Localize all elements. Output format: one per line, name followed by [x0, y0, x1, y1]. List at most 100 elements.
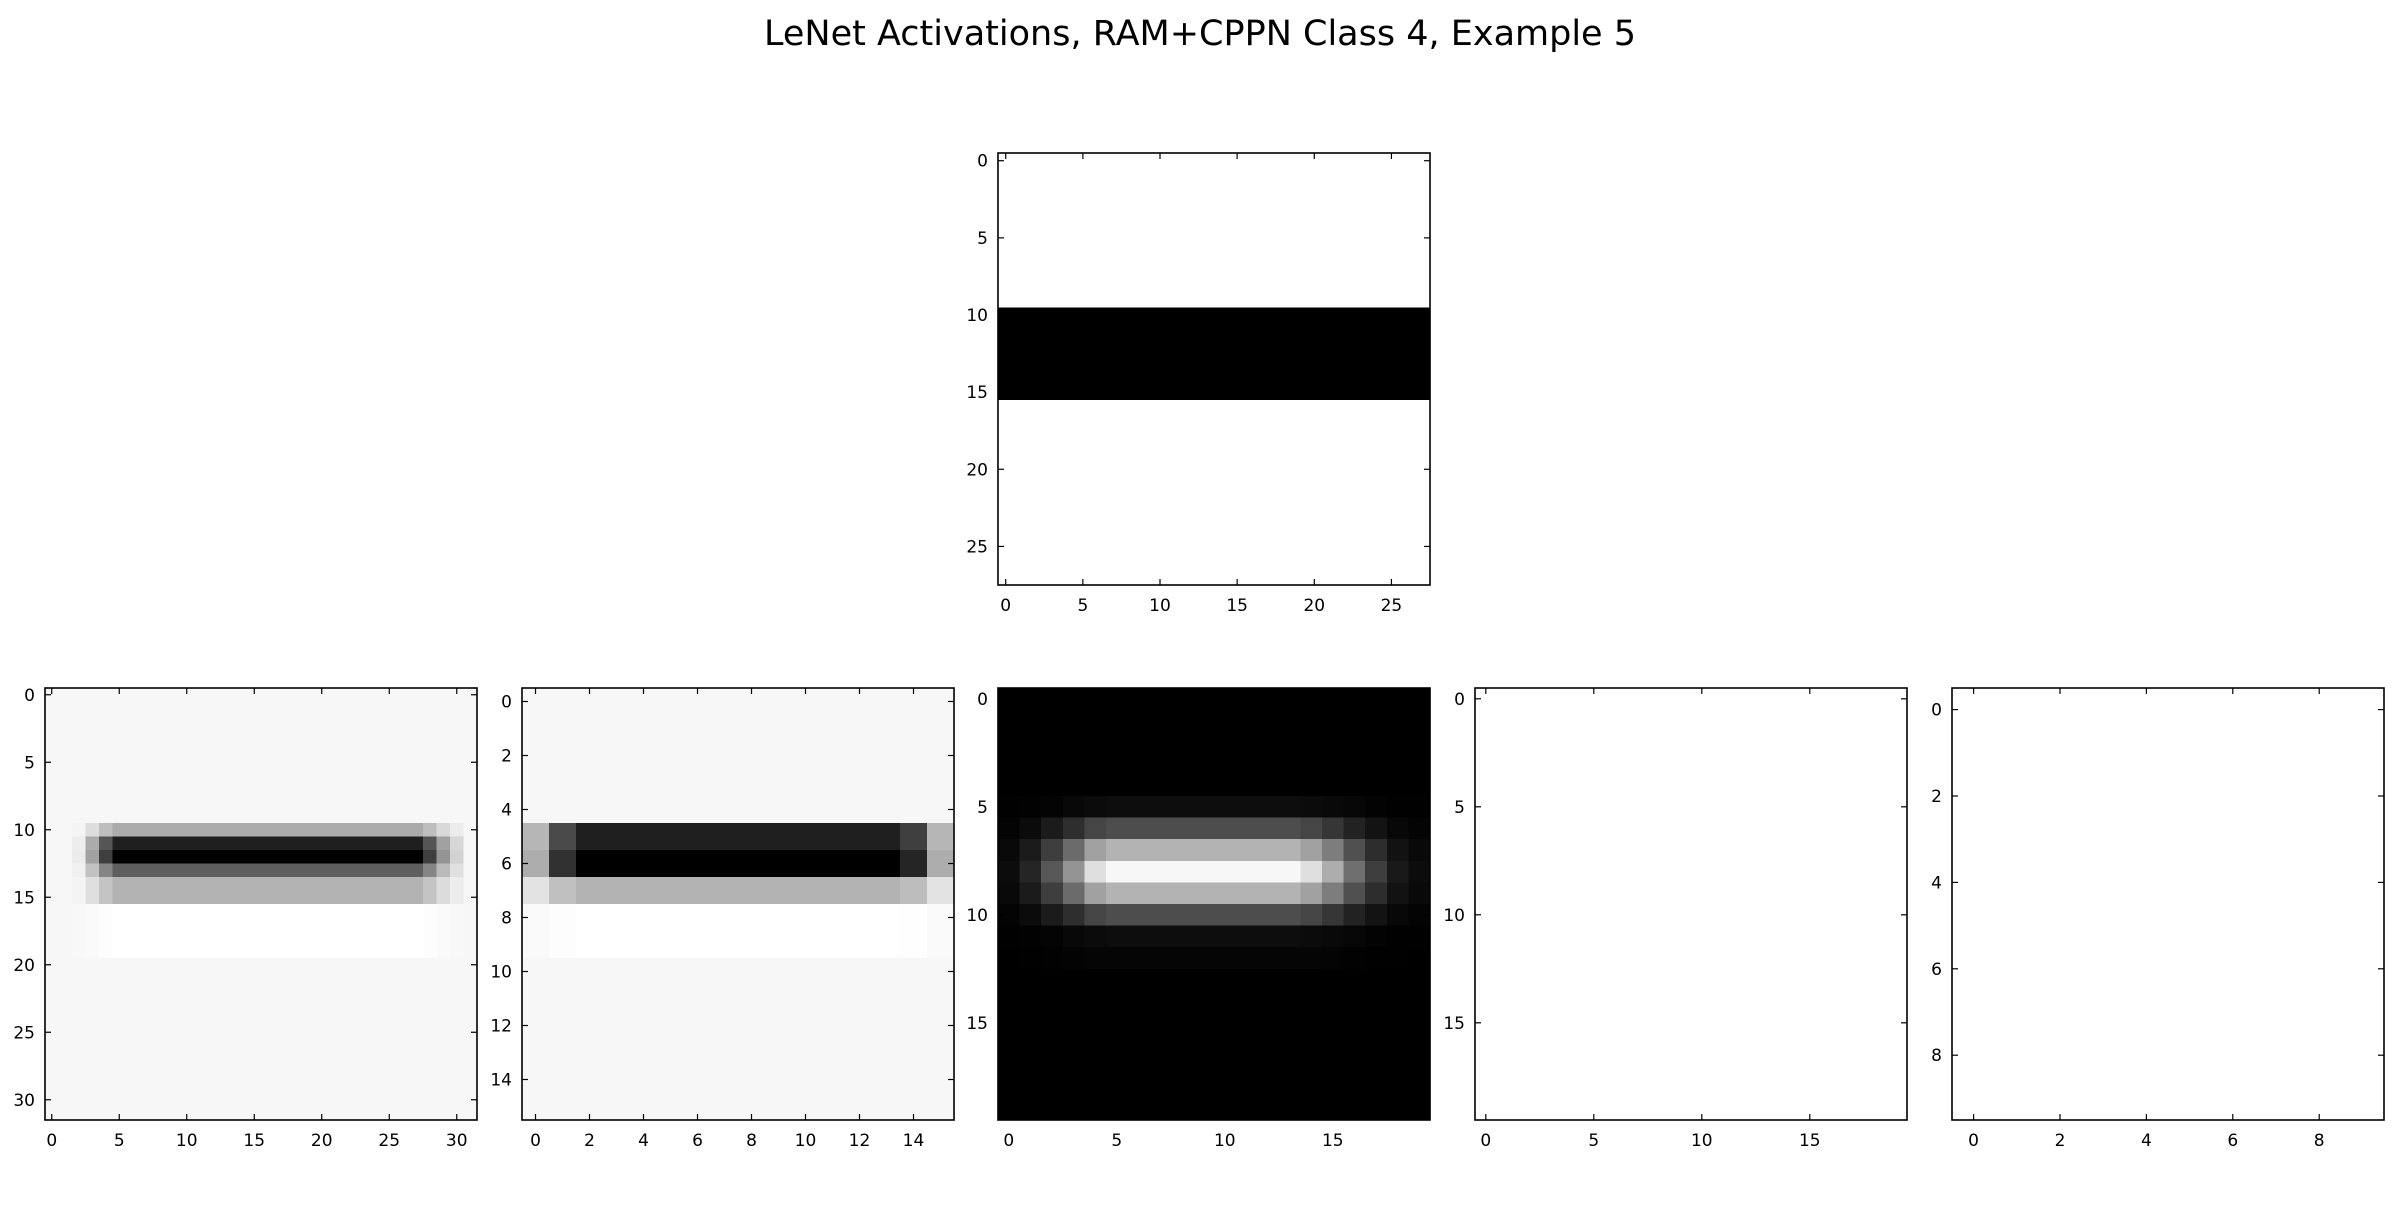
- heatmap-cell: [1561, 990, 1584, 1013]
- heatmap-cell: [1183, 538, 1200, 555]
- heatmap-cell: [1383, 538, 1400, 555]
- heatmap-cell: [873, 1039, 901, 1067]
- heatmap-cell: [423, 931, 438, 946]
- heatmap-cell: [126, 782, 141, 797]
- heatmap-cell: [207, 1039, 222, 1054]
- heatmap-cell: [274, 958, 289, 973]
- heatmap-cell: [261, 904, 276, 919]
- heatmap-cell: [396, 1039, 411, 1054]
- heatmap-cell: [153, 904, 168, 919]
- heatmap-cell: [409, 985, 424, 1000]
- heatmap-cell: [1275, 199, 1292, 216]
- heatmap-cell: [72, 1039, 87, 1054]
- heatmap-cell: [423, 742, 438, 757]
- heatmap-cell: [1799, 1033, 1822, 1056]
- heatmap-cell: [409, 823, 424, 838]
- heatmap-cell: [166, 796, 181, 811]
- heatmap-cell: [1496, 1098, 1519, 1121]
- heatmap-cell: [450, 769, 465, 784]
- heatmap-cell: [1322, 554, 1339, 571]
- heatmap-cell: [180, 998, 195, 1013]
- heatmap-cell: [1106, 523, 1123, 540]
- heatmap-cell: [355, 1012, 370, 1027]
- heatmap-cell: [207, 688, 222, 703]
- heatmap-cell: [369, 917, 384, 932]
- heatmap-cell: [436, 1079, 451, 1094]
- heatmap-cell: [288, 688, 303, 703]
- heatmap-cell: [1183, 399, 1200, 416]
- heatmap-cell: [1149, 904, 1172, 927]
- heatmap-cell: [288, 1079, 303, 1094]
- heatmap-cell: [1669, 817, 1692, 840]
- heatmap-cell: [1062, 752, 1085, 775]
- heatmap-cell: [180, 931, 195, 946]
- heatmap-cell: [1106, 839, 1129, 862]
- heatmap-cell: [1322, 1055, 1345, 1078]
- y-tick-label: 10: [1443, 906, 1465, 926]
- heatmap-cell: [1019, 1076, 1042, 1099]
- heatmap-cell: [396, 688, 411, 703]
- heatmap-cell: [1496, 709, 1519, 732]
- heatmap-cell: [819, 1039, 847, 1067]
- heatmap-cell: [261, 782, 276, 797]
- y-tick-label: 0: [24, 686, 35, 706]
- heatmap-cell: [1414, 291, 1431, 308]
- heatmap-cell: [423, 904, 438, 919]
- heatmap-cell: [1496, 947, 1519, 970]
- y-tick-label: 5: [977, 229, 988, 249]
- y-tick-label: 14: [490, 1071, 512, 1091]
- heatmap-cell: [261, 1106, 276, 1121]
- heatmap-cell: [1214, 796, 1237, 819]
- heatmap-cell: [1167, 322, 1184, 339]
- heatmap-cell: [1183, 261, 1200, 278]
- heatmap-cell: [1414, 430, 1431, 447]
- heatmap-cell: [1019, 731, 1042, 754]
- heatmap-cell: [1799, 968, 1822, 991]
- heatmap-cell: [657, 1066, 685, 1094]
- heatmap-cell: [1127, 774, 1150, 797]
- x-tick-label: 10: [1149, 596, 1171, 616]
- heatmap-cell: [1235, 860, 1258, 883]
- heatmap-cell: [1820, 990, 1843, 1013]
- heatmap-cell: [382, 796, 397, 811]
- heatmap-cell: [1044, 214, 1061, 231]
- heatmap-cell: [153, 1079, 168, 1094]
- heatmap-cell: [1291, 183, 1308, 200]
- heatmap-cell: [72, 958, 87, 973]
- heatmap-cell: [1291, 353, 1308, 370]
- heatmap-cell: [207, 877, 222, 892]
- heatmap-cell: [436, 985, 451, 1000]
- heatmap-cell: [1198, 307, 1215, 324]
- heatmap-cell: [1075, 168, 1092, 185]
- heatmap-cell: [1244, 399, 1261, 416]
- heatmap-cell: [342, 1039, 357, 1054]
- heatmap-cell: [765, 769, 793, 797]
- heatmap-cell: [1647, 925, 1670, 948]
- heatmap-cell: [193, 769, 208, 784]
- heatmap-cell: [2081, 817, 2126, 862]
- heatmap-cell: [1028, 307, 1045, 324]
- heatmap-cell: [450, 715, 465, 730]
- heatmap-cell: [1278, 947, 1301, 970]
- heatmap-cell: [1475, 882, 1498, 905]
- heatmap-cell: [409, 958, 424, 973]
- y-tick-label: 0: [501, 693, 512, 713]
- heatmap-cell: [220, 877, 235, 892]
- heatmap-cell: [1257, 774, 1280, 797]
- heatmap-cell: [1192, 774, 1215, 797]
- heatmap-cell: [1352, 523, 1369, 540]
- heatmap-cell: [1734, 796, 1757, 819]
- heatmap-cell: [1777, 882, 1800, 905]
- heatmap-cell: [58, 1012, 73, 1027]
- heatmap-cell: [765, 823, 793, 851]
- heatmap-cell: [657, 742, 685, 770]
- heatmap-cell: [139, 1079, 154, 1094]
- heatmap-cell: [1352, 399, 1369, 416]
- heatmap-cell: [369, 715, 384, 730]
- heatmap-cell: [630, 715, 658, 743]
- heatmap-cell: [396, 1079, 411, 1094]
- heatmap-cell: [1136, 569, 1153, 586]
- heatmap-cell: [1214, 230, 1231, 247]
- heatmap-cell: [1306, 461, 1323, 478]
- heatmap-cell: [1322, 817, 1345, 840]
